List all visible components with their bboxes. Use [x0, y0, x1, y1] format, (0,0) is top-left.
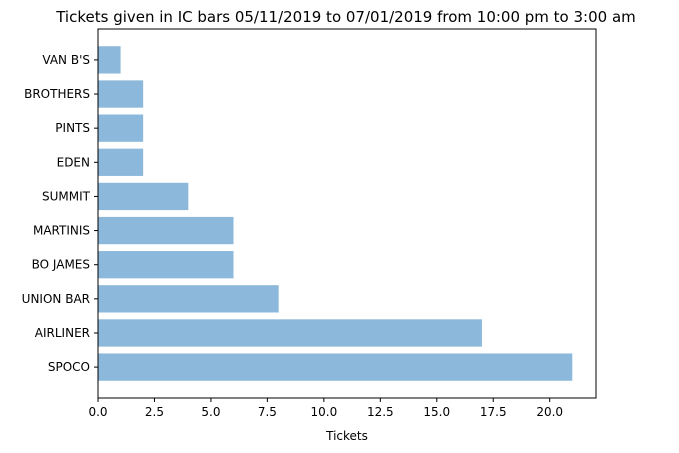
x-tick-label: 20.0: [536, 405, 563, 419]
bar-bo-james: [98, 251, 234, 279]
bar-spoco: [98, 353, 573, 381]
x-tick-label: 5.0: [201, 405, 220, 419]
y-tick-label: UNION BAR: [22, 292, 90, 306]
x-tick-label: 10.0: [310, 405, 337, 419]
y-tick-label: EDEN: [57, 155, 90, 169]
bar-van-b-s: [98, 46, 121, 74]
chart-title: Tickets given in IC bars 05/11/2019 to 0…: [55, 8, 636, 26]
y-axis: SPOCO AIRLINER UNION BAR BO JAMES MARTINIS SU…: [22, 53, 98, 374]
x-tick-label: 7.5: [258, 405, 277, 419]
x-tick-label: 12.5: [367, 405, 394, 419]
x-axis: 0.0 2.5 5.0 7.5 10.0 12.5 15.0 17.5 20.0: [88, 398, 563, 419]
bar-eden: [98, 148, 144, 176]
x-tick-label: 17.5: [480, 405, 507, 419]
y-tick-label: PINTS: [55, 121, 90, 135]
bar-brothers: [98, 80, 144, 108]
x-tick-label: 2.5: [145, 405, 164, 419]
bar-pints: [98, 114, 144, 142]
bar-summit: [98, 182, 189, 211]
bar-airliner: [98, 319, 482, 347]
x-tick-label: 0.0: [88, 405, 107, 419]
x-axis-label: Tickets: [325, 429, 368, 443]
y-tick-label: BO JAMES: [32, 258, 90, 272]
plot-frame: [97, 28, 597, 399]
y-tick-label: VAN B'S: [42, 53, 90, 67]
y-tick-label: SPOCO: [48, 360, 90, 374]
bar-union-bar: [98, 285, 279, 313]
y-tick-label: AIRLINER: [35, 326, 90, 340]
y-tick-label: SUMMIT: [42, 189, 91, 203]
y-tick-label: BROTHERS: [24, 87, 90, 101]
y-tick-label: MARTINIS: [33, 224, 90, 238]
x-tick-label: 15.0: [423, 405, 450, 419]
bars-group: [98, 46, 573, 381]
bar-martinis: [98, 216, 234, 245]
